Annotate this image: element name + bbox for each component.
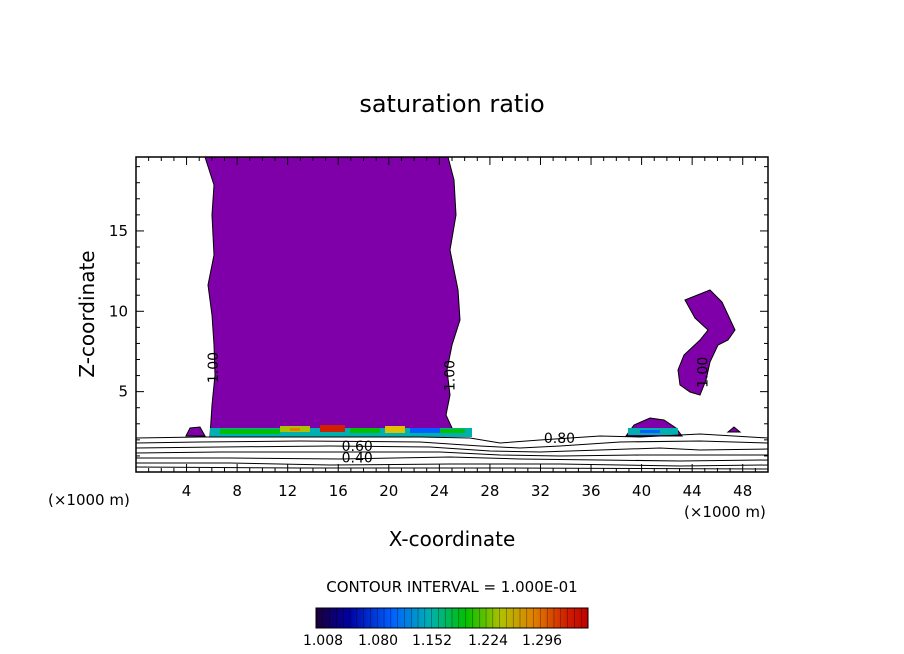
y-tick-label: 10	[109, 302, 128, 320]
chart-title: saturation ratio	[359, 90, 544, 118]
colorbar-label: 1.008	[303, 633, 343, 649]
x-tick-label: 4	[182, 482, 192, 500]
surface-patch-left	[185, 426, 206, 437]
surface-patch-far-right	[726, 426, 742, 433]
surface-contours	[136, 433, 768, 470]
supersaturation-region-right	[677, 289, 736, 396]
axis-ticks	[136, 157, 768, 472]
contour-label: 1.00	[206, 352, 222, 383]
y-tick-label: 15	[109, 222, 128, 240]
plot-area	[136, 157, 768, 470]
y-axis-label: Z-coordinate	[75, 250, 99, 377]
colorbar-label: 1.152	[412, 633, 452, 649]
contour-interval-text: CONTOUR INTERVAL = 1.000E-01	[326, 578, 577, 596]
x-tick-label: 44	[683, 482, 702, 500]
x-axis-label: X-coordinate	[389, 527, 516, 551]
colorbar-stripes	[322, 608, 582, 628]
x-tick-label: 8	[232, 482, 242, 500]
x-tick-label: 24	[430, 482, 449, 500]
contour-label: 1.00	[443, 360, 459, 391]
x-tick-label: 36	[581, 482, 600, 500]
x-tick-label: 48	[733, 482, 752, 500]
supersaturation-region-main	[204, 157, 473, 437]
contour-labels: 1.00 1.00 1.00 0.80 0.600.40	[206, 352, 711, 466]
colorbar-labels: 1.008 1.080 1.152 1.224 1.296	[303, 633, 562, 649]
contour-label: 0.60	[342, 439, 373, 455]
x-unit-right: (×1000 m)	[684, 503, 766, 521]
contour-label: 0.80	[544, 431, 575, 447]
x-tick-label: 40	[632, 482, 651, 500]
high-value-band	[210, 425, 678, 437]
colorbar: 1.008 1.080 1.152 1.224 1.296	[303, 607, 589, 649]
colorbar-label: 1.080	[358, 633, 398, 649]
x-tick-label: 16	[329, 482, 348, 500]
contour-label: 0.40	[342, 450, 373, 466]
x-unit-left: (×1000 m)	[48, 491, 130, 509]
x-tick-label: 12	[278, 482, 297, 500]
x-tick-label: 28	[480, 482, 499, 500]
contour-label: 1.00	[695, 357, 711, 388]
x-tick-label: 20	[379, 482, 398, 500]
colorbar-label: 1.224	[468, 633, 508, 649]
y-tick-label: 5	[118, 383, 128, 401]
x-tick-label: 32	[531, 482, 550, 500]
colorbar-label: 1.296	[522, 633, 562, 649]
